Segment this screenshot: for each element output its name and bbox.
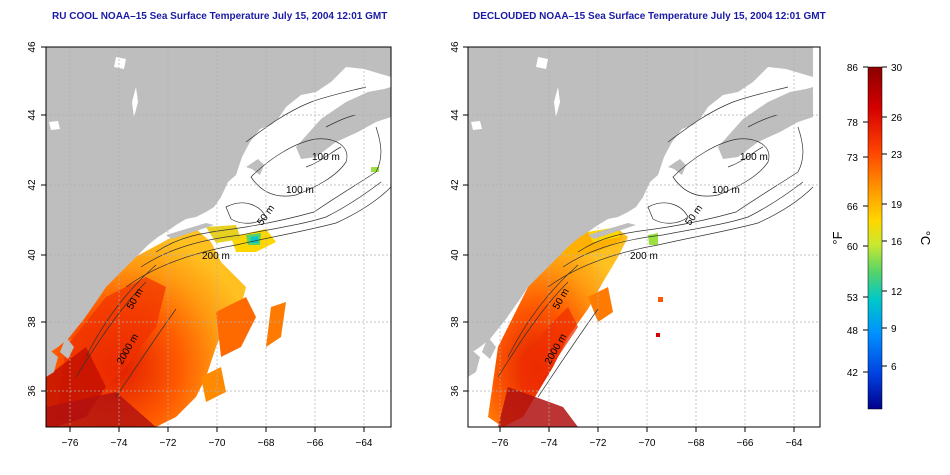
left-y-tick-label: 42 <box>27 179 38 191</box>
right-x-tick-label: −72 <box>590 438 607 449</box>
left-x-tick-label: −64 <box>356 438 373 449</box>
right-x-tick-label: −70 <box>639 438 656 449</box>
right-y-tick-label: 42 <box>450 179 461 191</box>
right-sst-field <box>488 227 663 427</box>
right-y-tick-label: 44 <box>450 109 461 121</box>
colorbar-fahrenheit-tick: 73 <box>847 153 859 164</box>
left-x-tick-label: −74 <box>111 438 128 449</box>
left-y-tick-label: 46 <box>27 41 38 53</box>
left-x-tick-label: −66 <box>307 438 324 449</box>
right-contour-label: 100 m <box>712 185 740 196</box>
colorbar-fahrenheit-tick: 48 <box>847 326 859 337</box>
right-y-tick-label: 46 <box>450 41 461 53</box>
right-gridlines <box>468 47 820 427</box>
left-contour-label: 200 m <box>202 251 230 262</box>
right-x-tick-label: −66 <box>737 438 754 449</box>
colorbar-celsius-tick: 23 <box>891 150 903 161</box>
left-x-tick-label: −68 <box>258 438 275 449</box>
colorbar-celsius-label: °C <box>918 231 933 246</box>
colorbar-fahrenheit-tick: 86 <box>847 63 859 74</box>
colorbar-fahrenheit-tick: 60 <box>847 242 859 253</box>
right-y-tick-label: 40 <box>450 249 461 261</box>
right-y-tick-label: 38 <box>450 316 461 328</box>
left-contour-label: 100 m <box>286 185 314 196</box>
left-x-tick-label: −76 <box>62 438 79 449</box>
left-map: 100 m 100 m 50 m 200 m 50 m 2000 m −76 −… <box>27 41 392 449</box>
left-contour-label: 100 m <box>312 152 340 163</box>
right-contour-label: 100 m <box>740 152 768 163</box>
left-x-tick-label: −70 <box>209 438 226 449</box>
right-x-tick-label: −74 <box>541 438 558 449</box>
colorbar-celsius-tick: 19 <box>891 200 903 211</box>
left-sst-field <box>46 117 379 427</box>
colorbar-fahrenheit-tick: 66 <box>847 202 859 213</box>
left-y-tick-label: 36 <box>27 385 38 397</box>
right-x-tick-label: −76 <box>492 438 509 449</box>
left-y-tick-label: 38 <box>27 316 38 328</box>
left-y-tick-label: 40 <box>27 249 38 261</box>
colorbar-fahrenheit-tick: 53 <box>847 293 859 304</box>
colorbar-celsius-tick: 30 <box>891 63 903 74</box>
temperature-colorbar: 86 78 73 66 60 53 48 42 30 26 23 19 16 1… <box>830 63 933 410</box>
right-x-tick-label: −68 <box>688 438 705 449</box>
right-y-tick-label: 36 <box>450 385 461 397</box>
right-contour-label: 200 m <box>630 251 658 262</box>
colorbar-celsius-tick: 9 <box>891 324 897 335</box>
colorbar-fahrenheit-tick: 78 <box>847 118 859 129</box>
colorbar-celsius-tick: 6 <box>891 362 897 373</box>
colorbar-fahrenheit-tick: 42 <box>847 368 859 379</box>
colorbar-celsius-tick: 26 <box>891 113 903 124</box>
colorbar-fahrenheit-label: °F <box>830 231 845 244</box>
colorbar-celsius-tick: 12 <box>891 287 903 298</box>
colorbar-celsius-tick: 16 <box>891 237 903 248</box>
right-map: 100 m 100 m 50 m 200 m 50 m 2000 m −76 −… <box>450 41 821 449</box>
left-y-tick-label: 44 <box>27 109 38 121</box>
left-gridlines <box>46 47 391 427</box>
right-x-tick-label: −64 <box>786 438 803 449</box>
left-x-tick-label: −72 <box>160 438 177 449</box>
left-map-title: RU COOL NOAA–15 Sea Surface Temperature … <box>52 11 388 22</box>
right-map-title: DECLOUDED NOAA–15 Sea Surface Temperatur… <box>473 11 826 22</box>
